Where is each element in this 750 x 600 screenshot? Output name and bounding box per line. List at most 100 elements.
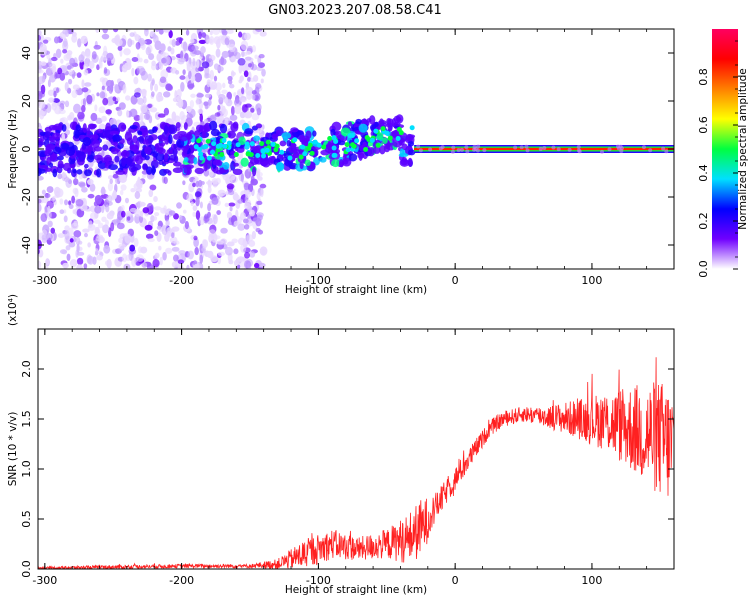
spectrogram-noise-cell	[249, 251, 256, 258]
spectrogram-core-cell	[292, 137, 298, 143]
spectrogram-noise-cell	[62, 29, 69, 35]
steady-line-speckle	[567, 147, 572, 152]
spectrogram-noise-cell	[195, 180, 200, 188]
spectrogram-noise-cell	[184, 220, 189, 230]
spectrogram-noise-cell	[253, 262, 260, 269]
spectrogram-core-cell	[222, 143, 228, 149]
spectrogram-noise-cell	[140, 210, 144, 218]
spectrogram-noise-cell	[171, 38, 177, 48]
spectrogram-noise-cell	[257, 62, 265, 68]
spectrogram-core-cell	[265, 139, 271, 145]
spectrogram-y-label: Frequency (Hz)	[7, 109, 19, 188]
spectrogram-signal-cell	[275, 129, 281, 135]
spectrogram-signal-cell	[152, 126, 158, 133]
spectrogram-noise-cell	[160, 57, 167, 64]
spectrogram-noise-cell	[248, 63, 252, 68]
spectrogram-core-cell	[215, 143, 221, 149]
spectrogram-noise-cell	[38, 29, 42, 36]
spectrogram-noise-cell	[250, 107, 255, 113]
spectrogram-signal-cell	[39, 131, 46, 136]
steady-line-speckle	[416, 144, 421, 149]
steady-line-speckle	[648, 148, 653, 153]
spectrogram-core-cell	[375, 142, 381, 148]
colorbar-tick-label: 0.0	[697, 260, 710, 278]
spectrogram-noise-cell	[138, 57, 143, 63]
spectrogram-signal-cell	[96, 128, 104, 134]
spectrogram-noise-cell	[227, 189, 235, 196]
spectrogram-noise-cell	[257, 176, 263, 181]
spectrogram-noise-cell	[110, 222, 115, 232]
spectrogram-noise-cell	[78, 54, 85, 63]
spectrogram-signal-cell	[168, 124, 178, 135]
spectrogram-signal-cell	[38, 167, 42, 177]
spectrogram-signal-cell	[118, 122, 127, 132]
spectrogram-noise-cell	[135, 261, 142, 266]
steady-line-speckle	[450, 149, 455, 154]
spectrogram-noise-cell	[199, 113, 204, 123]
spectrogram-noise-cell	[38, 90, 43, 100]
spectrogram-noise-cell	[199, 216, 205, 226]
spectrogram-noise-cell	[150, 63, 157, 71]
spectrogram-noise-cell	[96, 254, 103, 261]
spectrogram-noise-cell	[192, 57, 196, 67]
spectrogram-signal-cell	[51, 151, 58, 161]
spectrogram-signal-cell	[120, 150, 130, 158]
spectrogram-signal-cell	[186, 134, 193, 140]
spectrogram-noise-cell	[150, 215, 155, 223]
spectrogram-noise-cell	[52, 195, 56, 201]
spectrogram-noise-cell	[64, 225, 70, 232]
spectrogram-noise-cell	[209, 36, 215, 45]
spectrogram-noise-cell	[176, 266, 185, 269]
spectrogram-core-cell	[205, 138, 211, 144]
spectrogram-noise-cell	[91, 51, 97, 60]
spectrogram-core-cell	[264, 147, 270, 153]
spectrogram-noise-cell	[207, 203, 212, 212]
spectrogram-noise-cell	[152, 33, 157, 39]
spectrogram-noise-cell	[64, 199, 69, 206]
colorbar-ticks: 0.0 0.2 0.4 0.6 0.8	[697, 40, 738, 278]
spectrogram-noise-cell	[220, 227, 228, 234]
spectrogram-noise-cell	[228, 259, 234, 265]
spectrogram-noise-cell	[101, 52, 108, 61]
spectrogram-noise-cell	[208, 180, 212, 188]
spectrogram-noise-cell	[230, 105, 235, 116]
steady-line-speckle	[482, 148, 487, 153]
spectrogram-core-cell	[273, 147, 279, 153]
spectrogram-noise-cell	[133, 76, 139, 85]
spectrogram-core-cell	[233, 152, 239, 158]
spectrogram-noise-cell	[93, 219, 101, 224]
spectrogram-noise-cell	[178, 214, 183, 221]
spectrogram-signal-cell	[372, 146, 381, 154]
spectrogram-noise-cell	[125, 254, 132, 262]
spectrogram-noise-cell	[187, 250, 194, 260]
spectrogram-noise-cell	[106, 52, 114, 61]
spectrogram-noise-cell	[146, 264, 155, 269]
spectrogram-noise-cell	[169, 236, 178, 244]
spectrogram-noise-cell	[233, 220, 240, 227]
spectrogram-signal-cell	[252, 166, 257, 177]
spectrogram-noise-cell	[114, 84, 119, 94]
steady-line-speckle	[641, 145, 646, 150]
spectrogram-signal-cell	[193, 157, 198, 165]
colorbar-tick-label: 0.2	[697, 212, 710, 230]
spectrogram-core-cell	[409, 125, 415, 131]
colorbar-tick-label: 0.6	[697, 116, 710, 134]
spectrogram-noise-cell	[244, 224, 250, 230]
spectrogram-noise-cell	[38, 198, 42, 204]
spectrogram-noise-cell	[193, 50, 202, 56]
spectrogram-noise-cell	[212, 29, 221, 35]
spectrogram-noise-cell	[174, 261, 178, 268]
spectrogram-noise-cell	[237, 57, 246, 66]
spectrogram-signal-cell	[87, 146, 92, 156]
steady-line-speckle	[464, 145, 469, 150]
spectrogram-noise-cell	[192, 182, 196, 188]
spectrogram-core-cell	[363, 147, 369, 153]
spectrogram-noise-cell	[204, 213, 209, 219]
spectrogram-noise-cell	[255, 103, 262, 112]
spectrogram-noise-cell	[96, 64, 100, 71]
spectrogram-signal-cell	[134, 155, 143, 165]
steady-line-speckle	[451, 145, 456, 150]
spectrogram-noise-cell	[245, 86, 254, 96]
spectrogram-noise-cell	[192, 75, 196, 82]
spectrogram-noise-cell	[192, 205, 198, 212]
